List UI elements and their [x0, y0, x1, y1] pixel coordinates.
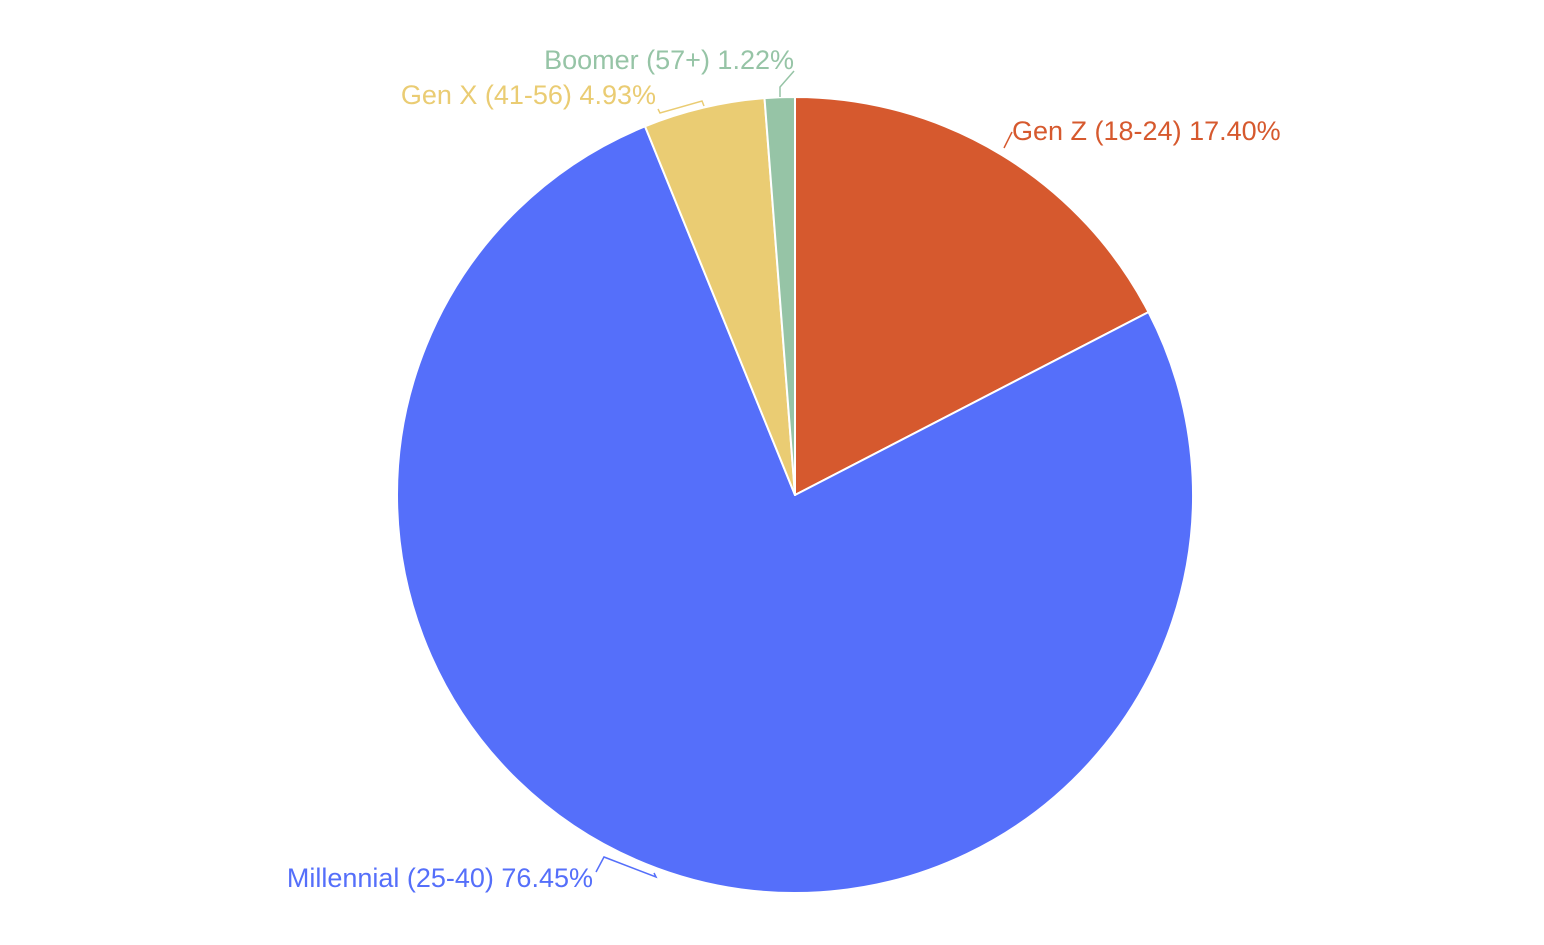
pie-slice-boomer-57: [763, 96, 796, 496]
data-label-gen-x-41-56: Gen X (41-56) 4.93%: [401, 80, 656, 110]
leader-line-millennial-25-40: [595, 856, 658, 879]
labels-layer: Gen Z (18-24) 17.40% Millennial (25-40) 7…: [287, 45, 1281, 893]
leader-line-boomer-57: [779, 70, 795, 97]
leader-line-gen-z-18-24: [1003, 131, 1013, 149]
data-label-millennial-25-40: Millennial (25-40) 76.45%: [287, 863, 593, 893]
data-label-gen-z-18-24: Gen Z (18-24) 17.40%: [1012, 116, 1281, 146]
pie-slice-millennial-25-40: [396, 125, 1194, 895]
slices-layer: [396, 96, 1194, 895]
pie-slice-gen-z-18-24: [794, 96, 1150, 496]
leader-lines-layer: [595, 70, 1013, 879]
leader-line-gen-x-41-56: [657, 100, 705, 114]
data-label-boomer-57: Boomer (57+) 1.22%: [544, 45, 794, 75]
